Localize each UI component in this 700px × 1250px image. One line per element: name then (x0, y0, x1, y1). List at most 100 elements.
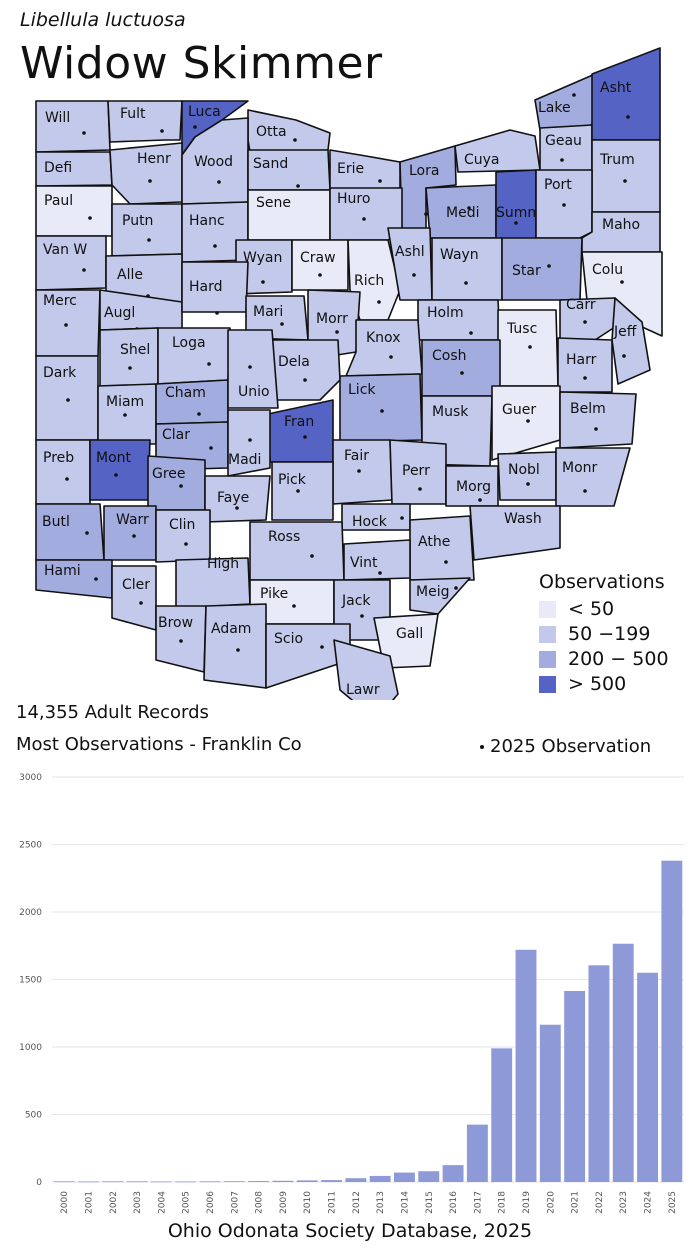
county-label: Ashl (395, 244, 425, 260)
bar-2012 (345, 1178, 367, 1182)
county-shape (203, 603, 267, 689)
county-shape (271, 339, 341, 401)
county-label: Fult (120, 106, 146, 122)
county-cosh: Cosh (421, 339, 501, 397)
county-label: Faye (217, 490, 249, 506)
county-madi: Madi (227, 409, 271, 477)
county-label: Scio (274, 631, 303, 647)
observation-2025-dot (85, 531, 89, 535)
county-star: Star (501, 237, 583, 301)
ohio-county-map: Will Fult Luca Otta Defi Henr Wood Sand Erie Lora… (35, 47, 663, 700)
observation-2025-dot (248, 438, 252, 442)
bar-2022 (588, 965, 610, 1182)
observation-2025-dot (377, 300, 381, 304)
county-label: Geau (545, 133, 582, 149)
y-tick-label: 2500 (19, 841, 42, 851)
county-ross: Ross (249, 521, 345, 581)
yearly-bar-chart: 0 500 1000 1500 2000 2500 3000 2000 2001 2002 2003… (19, 773, 684, 1214)
county-shape (109, 142, 183, 205)
observation-2025-dot (82, 131, 86, 135)
county-harr: Harr (557, 337, 613, 393)
observation-2025-dot (362, 217, 366, 221)
county-label: Perr (402, 463, 430, 479)
observation-2025-dot (562, 203, 566, 207)
observation-2025-dot (526, 419, 530, 423)
county-shape (611, 297, 651, 385)
county-label: Cler (122, 577, 150, 593)
county-shape (97, 383, 157, 445)
legend-item-gt500: > 500 (539, 673, 626, 695)
county-knox: Knox (345, 319, 423, 377)
bar-2001 (78, 1181, 99, 1183)
legend-label: 50 −199 (568, 623, 651, 645)
county-lake: Lake (534, 73, 596, 131)
x-tick-label: 2020 (546, 1191, 556, 1214)
observation-2025-dot (193, 125, 197, 129)
county-hami: Hami (35, 559, 113, 599)
county-shape (343, 539, 411, 581)
county-putn: Putn (111, 203, 183, 257)
county-label: Tusc (506, 321, 537, 337)
county-label: Guer (502, 402, 536, 418)
bar-2010 (296, 1180, 318, 1182)
county-medi: Medi (425, 184, 497, 239)
county-label: Harr (566, 352, 597, 368)
y-tick-label: 2000 (19, 908, 42, 918)
county-label: Knox (366, 330, 400, 346)
observation-2025-dot (160, 129, 164, 133)
county-maho: Maho (581, 211, 661, 257)
bar-2019 (515, 949, 537, 1182)
observation-2025-dot (594, 427, 598, 431)
county-asht: Asht (591, 47, 661, 141)
county-cham: Cham (155, 379, 229, 425)
county-shape (204, 475, 271, 523)
county-dela: Dela (271, 339, 341, 401)
county-morg: Morg (445, 465, 499, 507)
county-henr: Henr (109, 142, 183, 205)
observation-2025-dot (469, 331, 473, 335)
observation-2025-dot (123, 413, 127, 417)
county-sene: Sene (247, 189, 331, 241)
county-fult: Fult (107, 100, 183, 143)
county-scio: Scio (265, 623, 351, 689)
bar-2018 (491, 1048, 513, 1182)
county-label: Cuya (464, 152, 500, 168)
county-label: Ross (268, 529, 300, 545)
county-shape (591, 139, 661, 213)
county-label: Hami (44, 563, 81, 579)
observation-2025-dot (378, 179, 382, 183)
observation-2025-dot (622, 354, 626, 358)
observation-2025-dot (424, 212, 428, 216)
county-shape (291, 239, 349, 291)
x-tick-label: 2017 (473, 1191, 483, 1214)
county-label: Asht (600, 80, 632, 96)
observation-2025-dot (418, 487, 422, 491)
county-label: Madi (228, 452, 261, 468)
legend-item-200-500: 200 − 500 (539, 648, 669, 670)
county-label: Hock (352, 514, 388, 530)
x-tick-label: 2003 (133, 1191, 143, 1214)
bar-2005 (175, 1181, 197, 1183)
county-shape (111, 203, 183, 257)
county-label: Hanc (189, 213, 225, 229)
county-port: Port (535, 169, 593, 239)
map-title: Widow Skimmer (20, 38, 383, 89)
county-sand: Sand (247, 149, 331, 191)
county-colu: Colu (581, 251, 663, 337)
county-label: Summ (496, 205, 541, 221)
county-mari: Mari (245, 295, 309, 341)
bar-2021 (564, 990, 586, 1182)
county-label: Gree (152, 466, 186, 482)
county-label: Wyan (243, 250, 282, 266)
county-label: Putn (122, 213, 153, 229)
x-tick-label: 2013 (376, 1191, 386, 1214)
observation-2025-dot (114, 473, 118, 477)
bar-2017 (466, 1124, 488, 1182)
observation-2025-dot (179, 484, 183, 488)
county-label: Wayn (440, 247, 479, 263)
county-butl: Butl (35, 503, 105, 561)
county-label: Alle (117, 267, 143, 283)
county-otta: Otta (247, 109, 331, 153)
county-rich: Rich (347, 239, 401, 321)
x-tick-label: 2022 (595, 1191, 605, 1214)
